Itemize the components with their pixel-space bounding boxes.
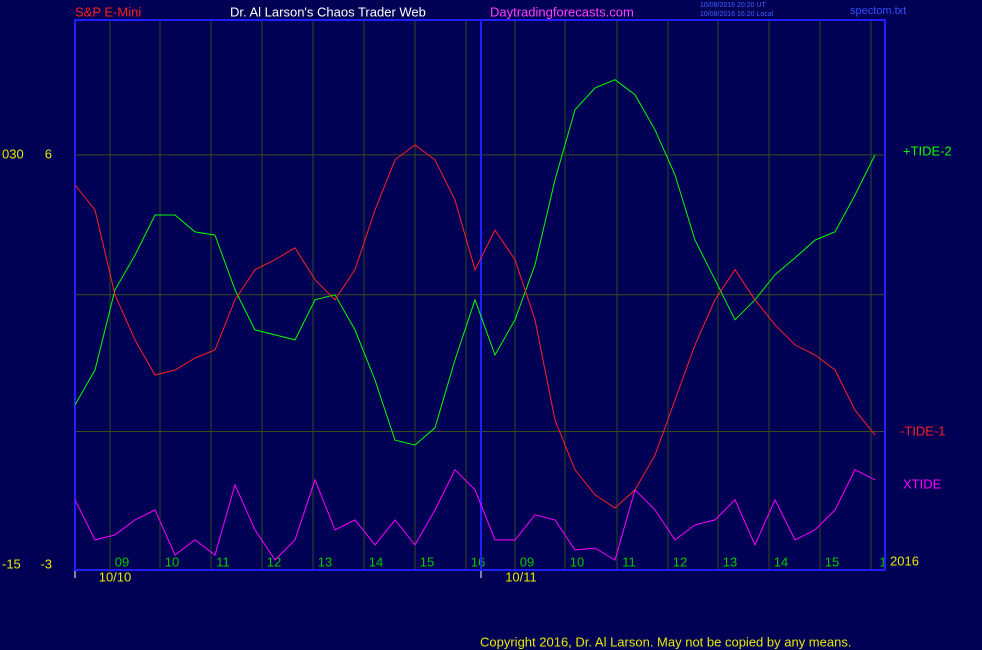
x-tick-label: 09 [520,554,534,569]
x-tick-label: 12 [673,554,687,569]
y2-tick-label: -15 [2,556,21,571]
x-tick-label: 09 [115,554,129,569]
x-tick-label: 14 [774,554,788,569]
y-tick-label: 6 [45,146,52,161]
series-line [74,79,876,446]
x-tick-label: 15 [420,554,434,569]
url: Daytradingforecasts.com [490,4,634,19]
x-tick-label: 10 [165,554,179,569]
time-local: 10/08/2016 16:20 Local [700,11,774,18]
series-line [74,468,876,561]
plot-border [74,19,886,571]
file-name: spectom.txt [850,5,906,17]
series-line [74,144,876,509]
time-ut: 10/08/2016 20:20 UT [700,2,766,9]
x-tick-label: 13 [318,554,332,569]
symbol: S&P E-Mini [75,4,141,19]
x-tick-label: 13 [723,554,737,569]
y2-tick-label: 030 [2,146,24,161]
site-title: Dr. Al Larson's Chaos Trader Web [230,4,426,19]
y-tick-label: -3 [40,556,52,571]
x-tick-label: 10 [570,554,584,569]
series-label: -TIDE-1 [900,423,946,438]
x-tick-label: 11 [622,554,636,569]
x-tick-label: 12 [267,554,281,569]
date-label: 10/11 [505,569,537,584]
x-tick-label: 11 [216,554,230,569]
series-label: +TIDE-2 [903,143,952,158]
series-label: XTIDE [903,476,942,491]
date-label: 10/10 [99,569,132,584]
year: 2016 [890,553,919,568]
x-tick-label: 16 [471,554,485,569]
x-tick-label: 1 [879,554,886,569]
x-tick-label: 14 [369,554,383,569]
copyright: Copyright 2016, Dr. Al Larson. May not b… [480,634,851,649]
x-tick-label: 15 [825,554,839,569]
